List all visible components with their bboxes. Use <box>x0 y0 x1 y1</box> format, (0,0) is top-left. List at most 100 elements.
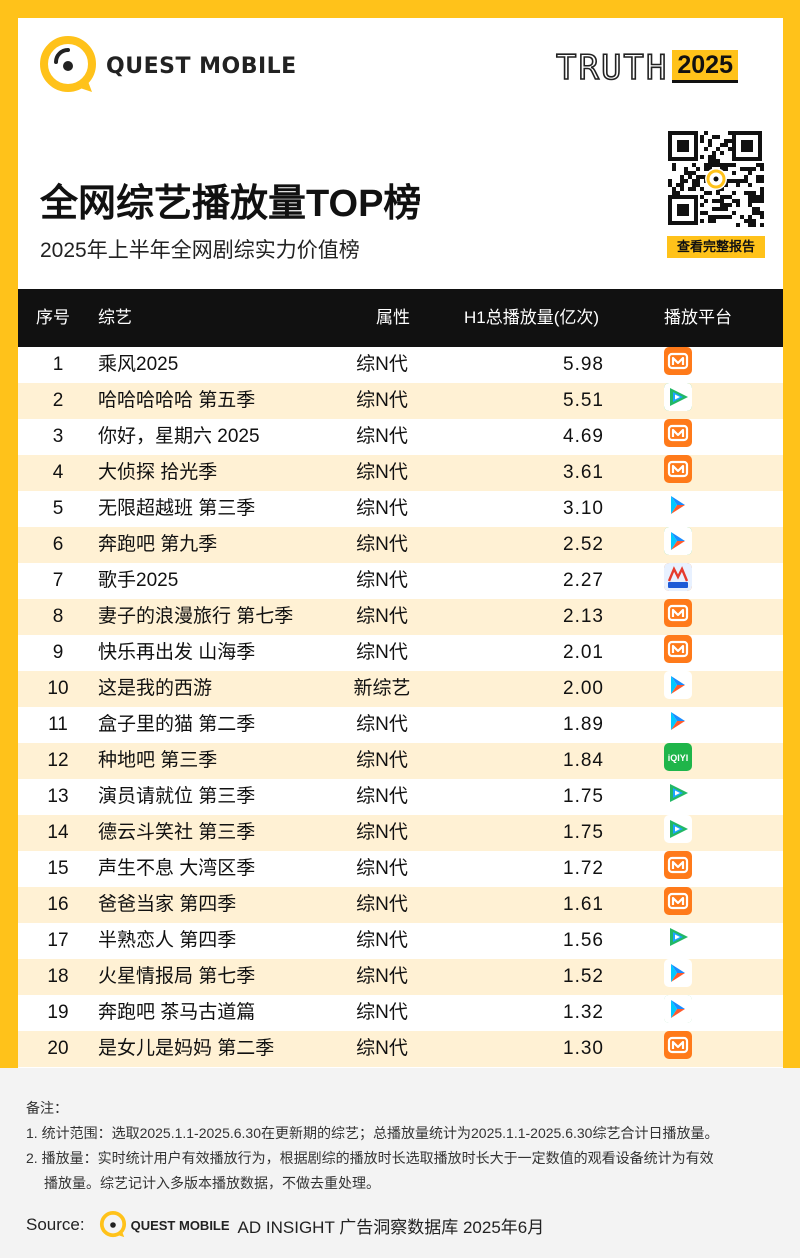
tencent-platform-icon <box>664 779 692 807</box>
source-brand: QUEST MOBILE <box>130 1217 230 1233</box>
note-item: 播放量。综艺记计入多版本播放数据，不做去重处理。 <box>44 1175 380 1191</box>
play-count-cell: 1.84 <box>563 750 604 771</box>
notes: 备注： 1. 统计范围：选取2025.1.1-2025.6.30在更新期的综艺；… <box>26 1096 718 1196</box>
source-text: AD INSIGHT 广告洞察数据库 2025年6月 <box>237 1217 545 1237</box>
show-name-cell: 哈哈哈哈哈 第五季 <box>98 390 256 411</box>
notes-heading: 备注： <box>26 1100 68 1116</box>
table-row: 11 盒子里的猫 第二季 综N代 1.89 <box>18 707 783 743</box>
rank-cell: 1 <box>52 354 64 375</box>
show-name-cell: 声生不息 大湾区季 <box>98 858 256 879</box>
attribute-cell: 综N代 <box>356 642 408 663</box>
show-name-cell: 乘风2025 <box>98 354 179 375</box>
attribute-cell: 综N代 <box>356 606 408 627</box>
show-name-cell: 奔跑吧 第九季 <box>98 534 218 555</box>
attribute-cell: 综N代 <box>356 390 408 411</box>
rank-cell: 5 <box>52 498 64 519</box>
attribute-cell: 综N代 <box>356 534 408 555</box>
attribute-cell: 综N代 <box>356 822 408 843</box>
iqiyi-platform-icon: iQIYI <box>664 743 692 771</box>
table-row: 8 妻子的浪漫旅行 第七季 综N代 2.13 <box>18 599 783 635</box>
attribute-cell: 综N代 <box>356 930 408 951</box>
mango-platform-icon <box>664 887 692 915</box>
quest-mobile-small-icon <box>99 1211 126 1238</box>
youku-platform-icon <box>664 671 692 699</box>
header-platform: 播放平台 <box>664 308 732 327</box>
play-count-cell: 5.51 <box>563 390 604 411</box>
rank-cell: 7 <box>52 570 64 591</box>
show-name-cell: 火星情报局 第七季 <box>98 966 256 987</box>
rank-cell: 6 <box>52 534 64 555</box>
show-name-cell: 是女儿是妈妈 第二季 <box>98 1038 275 1059</box>
mango-platform-icon <box>664 419 692 447</box>
quest-mobile-logo-icon <box>38 36 98 96</box>
rank-cell: 18 <box>47 966 69 987</box>
rank-cell: 15 <box>47 858 69 879</box>
show-name-cell: 盒子里的猫 第二季 <box>98 714 256 735</box>
show-name-cell: 大侦探 拾光季 <box>98 462 218 483</box>
rank-cell: 4 <box>52 462 64 483</box>
attribute-cell: 综N代 <box>356 498 408 519</box>
show-name-cell: 演员请就位 第三季 <box>98 786 256 807</box>
table-row: 13 演员请就位 第三季 综N代 1.75 <box>18 779 783 815</box>
rank-cell: 12 <box>47 750 69 771</box>
attribute-cell: 综N代 <box>356 462 408 483</box>
show-name-cell: 德云斗笑社 第三季 <box>98 822 256 843</box>
rank-cell: 9 <box>52 642 64 663</box>
attribute-cell: 综N代 <box>356 1002 408 1023</box>
rank-cell: 16 <box>47 894 69 915</box>
youku-platform-icon <box>664 707 692 735</box>
youku-platform-icon <box>664 995 692 1023</box>
quest-mobile-logo: QUEST MOBILE <box>38 36 297 96</box>
truth-2025-badge: TRUTH 2025 <box>555 48 738 88</box>
brand-name: QUEST MOBILE <box>106 53 297 79</box>
rank-cell: 13 <box>47 786 69 807</box>
play-count-cell: 1.32 <box>563 1002 604 1023</box>
note-item: 2. 播放量：实时统计用户有效播放行为，根据剧综的播放时长选取播放时长大于一定数… <box>26 1150 714 1166</box>
footer <box>0 1068 800 1258</box>
attribute-cell: 综N代 <box>356 966 408 987</box>
truth-word: TRUTH <box>555 48 669 88</box>
table-row: 14 德云斗笑社 第三季 综N代 1.75 <box>18 815 783 851</box>
table-header: 序号 综艺 属性 H1总播放量(亿次) 播放平台 <box>18 289 783 347</box>
source-line: Source: QUEST MOBILE AD INSIGHT 广告洞察数据库 … <box>26 1210 544 1240</box>
rank-cell: 20 <box>47 1038 69 1059</box>
youku-platform-icon <box>664 959 692 987</box>
header-value: H1总播放量(亿次) <box>464 308 600 327</box>
table-row: 3 你好，星期六 2025 综N代 4.69 <box>18 419 783 455</box>
attribute-cell: 综N代 <box>356 894 408 915</box>
mango-platform-icon <box>664 455 692 483</box>
show-name-cell: 半熟恋人 第四季 <box>98 930 237 951</box>
play-count-cell: 2.13 <box>563 606 604 627</box>
attribute-cell: 综N代 <box>356 750 408 771</box>
view-full-report-button[interactable]: 查看完整报告 <box>667 236 765 258</box>
mango-platform-icon <box>664 599 692 627</box>
cctv-platform-icon <box>664 563 692 591</box>
rank-cell: 2 <box>52 390 64 411</box>
rank-cell: 14 <box>47 822 69 843</box>
page-subtitle: 2025年上半年全网剧综实力价值榜 <box>40 239 360 262</box>
qr-code[interactable] <box>668 131 764 227</box>
attribute-cell: 综N代 <box>356 1038 408 1059</box>
show-name-cell: 奔跑吧 茶马古道篇 <box>98 1002 256 1023</box>
rank-cell: 19 <box>47 1002 69 1023</box>
table-row: 18 火星情报局 第七季 综N代 1.52 <box>18 959 783 995</box>
mango-platform-icon <box>664 851 692 879</box>
table-row: 5 无限超越班 第三季 综N代 3.10 <box>18 491 783 527</box>
rank-cell: 10 <box>47 678 69 699</box>
show-name-cell: 歌手2025 <box>98 570 179 591</box>
play-count-cell: 1.52 <box>563 966 604 987</box>
rank-cell: 11 <box>48 714 68 735</box>
rank-cell: 3 <box>52 426 64 447</box>
source-logo: QUEST MOBILE <box>99 1211 230 1239</box>
youku-platform-icon <box>664 491 692 519</box>
play-count-cell: 1.61 <box>563 894 604 915</box>
header-name: 综艺 <box>98 308 132 327</box>
header-attr: 属性 <box>376 308 410 327</box>
table-row: 16 爸爸当家 第四季 综N代 1.61 <box>18 887 783 923</box>
table-row: 15 声生不息 大湾区季 综N代 1.72 <box>18 851 783 887</box>
table-row: 7 歌手2025 综N代 2.27 <box>18 563 783 599</box>
play-count-cell: 5.98 <box>563 354 604 375</box>
tencent-platform-icon <box>664 923 692 951</box>
